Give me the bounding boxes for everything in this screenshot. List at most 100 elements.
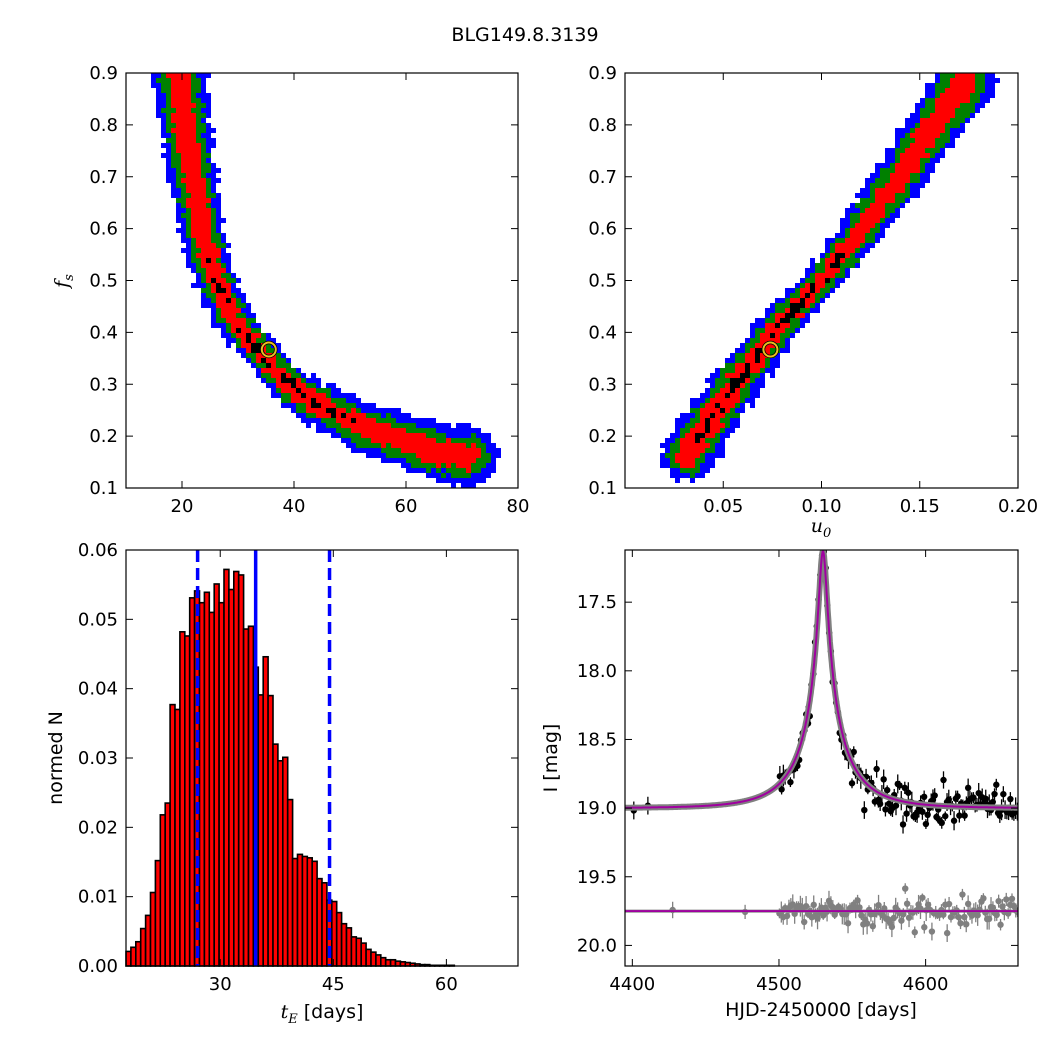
confidence-cell-middle (980, 83, 985, 88)
confidence-cell-outer (201, 303, 206, 308)
confidence-cell-inner (940, 103, 945, 108)
confidence-cell-outer (835, 283, 840, 288)
confidence-cell-middle (196, 83, 201, 88)
confidence-cell-inner (271, 373, 276, 378)
confidence-cell-middle (780, 338, 785, 343)
confidence-cell-middle (291, 373, 296, 378)
confidence-cell-outer (880, 228, 885, 233)
confidence-cell-outer (231, 338, 236, 343)
x-axis-label: u0 (811, 515, 832, 541)
confidence-cell-outer (880, 223, 885, 228)
confidence-cell-outer (206, 103, 211, 108)
confidence-cell-outer (176, 193, 181, 198)
confidence-cell-middle (201, 268, 206, 273)
confidence-cell-outer (206, 128, 211, 133)
confidence-cell-inner (236, 318, 241, 323)
confidence-cell-middle (166, 78, 171, 83)
confidence-cell-inner (710, 428, 715, 433)
confidence-cell-middle (980, 78, 985, 83)
confidence-cell-middle (176, 168, 181, 173)
confidence-cell-inner (231, 328, 236, 333)
confidence-cell-inner (675, 453, 680, 458)
confidence-cell-middle (321, 418, 326, 423)
confidence-cell-outer (825, 248, 830, 253)
confidence-cell-inner (730, 398, 735, 403)
confidence-cell-middle (211, 298, 216, 303)
confidence-cell-outer (176, 213, 181, 218)
confidence-cell-middle (925, 113, 930, 118)
confidence-cell-middle (780, 303, 785, 308)
confidence-cell-outer (176, 188, 181, 193)
confidence-cell-outer (156, 98, 161, 103)
confidence-cell-outer (955, 128, 960, 133)
confidence-cell-middle (186, 213, 191, 218)
confidence-cell-outer (181, 218, 186, 223)
confidence-cell-inner (930, 128, 935, 133)
confidence-cell-middle (855, 258, 860, 263)
confidence-cell-inner (196, 168, 201, 173)
confidence-cell-inner (925, 143, 930, 148)
confidence-cell-inner (181, 98, 186, 103)
confidence-cell-middle (820, 263, 825, 268)
confidence-cell-inner (815, 283, 820, 288)
confidence-cell-outer (396, 408, 401, 413)
confidence-cell-inner (216, 273, 221, 278)
model-curve (625, 550, 1018, 809)
confidence-cell-inner (241, 343, 246, 348)
confidence-cell-outer (156, 93, 161, 98)
confidence-cell-inner (945, 113, 950, 118)
confidence-cell-inner (965, 78, 970, 83)
confidence-cell-middle (421, 428, 426, 433)
confidence-cell-middle (965, 113, 970, 118)
confidence-cell-outer (870, 173, 875, 178)
confidence-cell-outer (256, 373, 261, 378)
confidence-cell-middle (251, 318, 256, 323)
confidence-cell-outer (985, 88, 990, 93)
x-tick-label: 0.20 (998, 496, 1038, 517)
confidence-cell-outer (151, 73, 156, 78)
figure-title: BLG149.8.3139 (451, 24, 598, 46)
confidence-cell-inner (381, 433, 386, 438)
confidence-cell-inner (965, 93, 970, 98)
confidence-cell-inner (890, 173, 895, 178)
confidence-cell-outer (935, 158, 940, 163)
confidence-cell-inner (196, 213, 201, 218)
confidence-cell-inner (421, 443, 426, 448)
confidence-cell-outer (181, 228, 186, 233)
confidence-cell-inner (735, 398, 740, 403)
confidence-cell-middle (216, 258, 221, 263)
confidence-cell-outer (211, 203, 216, 208)
confidence-cell-outer (211, 138, 216, 143)
confidence-cell-middle (201, 173, 206, 178)
confidence-cell-inner (705, 403, 710, 408)
confidence-cell-inner (436, 443, 441, 448)
confidence-cell-middle (411, 453, 416, 458)
x-tick-label: 30 (209, 974, 232, 995)
confidence-cell-middle (910, 178, 915, 183)
confidence-cell-middle (481, 443, 486, 448)
confidence-cell-inner (800, 313, 805, 318)
confidence-cell-outer (346, 398, 351, 403)
confidence-cell-outer (875, 238, 880, 243)
confidence-cell-inner (216, 298, 221, 303)
confidence-cell-outer (216, 203, 221, 208)
confidence-cell-outer (880, 163, 885, 168)
confidence-cell-inner (231, 308, 236, 313)
confidence-cell-core (206, 258, 211, 263)
confidence-cell-inner (970, 73, 975, 78)
confidence-cell-middle (810, 278, 815, 283)
confidence-cell-inner (855, 243, 860, 248)
confidence-cell-middle (356, 443, 361, 448)
confidence-cell-middle (795, 293, 800, 298)
confidence-cell-inner (186, 113, 191, 118)
confidence-cell-inner (411, 443, 416, 448)
confidence-cell-inner (426, 448, 431, 453)
confidence-cell-outer (206, 143, 211, 148)
data-point (938, 819, 945, 827)
confidence-cell-middle (281, 393, 286, 398)
confidence-cell-middle (336, 423, 341, 428)
confidence-cell-outer (161, 113, 166, 118)
confidence-cell-middle (471, 463, 476, 468)
y-tick-label: 18.5 (577, 729, 617, 750)
